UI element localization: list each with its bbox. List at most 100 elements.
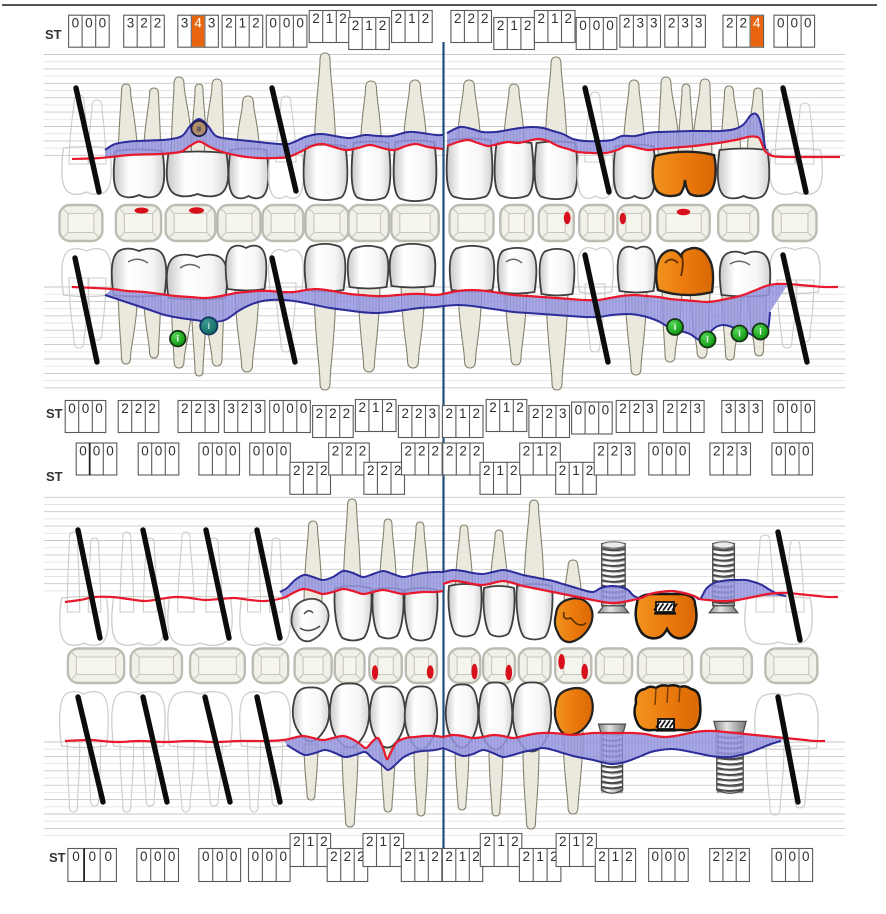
svg-text:2: 2 [611,444,619,459]
svg-text:2: 2 [586,834,594,849]
svg-text:2: 2 [181,401,189,416]
svg-text:3: 3 [208,16,216,31]
svg-text:3: 3 [694,401,702,416]
svg-text:3: 3 [227,401,235,416]
svg-text:2: 2 [252,16,260,31]
svg-text:0: 0 [296,16,304,31]
svg-text:0: 0 [141,444,149,459]
svg-text:2: 2 [726,444,734,459]
svg-text:3: 3 [752,401,760,416]
svg-text:2: 2 [359,444,367,459]
svg-text:0: 0 [202,444,210,459]
svg-text:2: 2 [385,400,393,415]
svg-text:0: 0 [266,849,274,864]
svg-text:0: 0 [665,849,673,864]
svg-text:2: 2 [343,406,351,421]
svg-text:2: 2 [598,849,606,864]
svg-text:0: 0 [791,401,799,416]
svg-text:2: 2 [345,444,353,459]
svg-text:3: 3 [646,401,654,416]
svg-text:0: 0 [230,849,238,864]
svg-text:1: 1 [497,834,505,849]
svg-text:0: 0 [155,444,163,459]
svg-text:2: 2 [329,406,337,421]
svg-text:0: 0 [106,444,114,459]
svg-text:i: i [706,335,709,345]
svg-text:2: 2 [393,834,401,849]
svg-text:3: 3 [681,16,689,31]
svg-text:ST: ST [45,27,62,42]
svg-text:0: 0 [280,444,288,459]
svg-text:3: 3 [725,401,733,416]
svg-text:0: 0 [229,444,237,459]
svg-text:2: 2 [713,444,721,459]
svg-text:i: i [674,322,677,332]
svg-text:3: 3 [208,401,216,416]
svg-text:2: 2 [523,444,531,459]
svg-text:1: 1 [503,400,511,415]
svg-text:2: 2 [395,11,403,26]
svg-text:2: 2 [467,11,475,26]
svg-text:0: 0 [72,16,80,31]
svg-text:0: 0 [606,18,614,33]
svg-text:2: 2 [489,400,497,415]
svg-text:2: 2 [537,11,545,26]
svg-text:2: 2 [366,834,374,849]
svg-text:0: 0 [777,401,785,416]
svg-text:2: 2 [394,463,402,478]
svg-text:0: 0 [679,444,687,459]
svg-text:3: 3 [650,16,658,31]
svg-text:3: 3 [636,16,644,31]
svg-text:2: 2 [559,463,567,478]
svg-text:II: II [197,127,201,134]
svg-text:3: 3 [740,444,748,459]
svg-text:i: i [208,321,211,331]
svg-text:0: 0 [140,849,148,864]
svg-text:1: 1 [497,463,505,478]
svg-text:2: 2 [320,463,328,478]
svg-text:0: 0 [651,849,659,864]
svg-text:ST: ST [46,469,63,484]
svg-text:2: 2 [312,11,320,26]
svg-text:2: 2 [633,401,641,416]
svg-text:2: 2 [545,406,553,421]
svg-text:2: 2 [472,849,480,864]
svg-text:2: 2 [619,401,627,416]
svg-text:i: i [759,327,762,337]
svg-text:2: 2 [415,406,423,421]
svg-text:0: 0 [168,849,176,864]
svg-text:2: 2 [454,11,462,26]
svg-text:0: 0 [215,444,223,459]
svg-text:ST: ST [49,850,66,865]
svg-text:2: 2 [445,849,453,864]
svg-text:0: 0 [269,16,277,31]
svg-text:2: 2 [320,834,328,849]
svg-text:0: 0 [804,16,812,31]
svg-text:0: 0 [575,403,583,418]
svg-text:2: 2 [481,11,489,26]
svg-text:0: 0 [85,16,93,31]
svg-text:2: 2 [740,16,748,31]
svg-text:2: 2 [225,16,233,31]
svg-text:0: 0 [593,18,601,33]
svg-text:3: 3 [624,444,632,459]
svg-text:2: 2 [241,401,249,416]
svg-text:2: 2 [623,16,631,31]
svg-text:2: 2 [625,849,633,864]
svg-text:2: 2 [472,406,480,421]
svg-text:2: 2 [422,11,430,26]
svg-text:0: 0 [72,849,80,864]
svg-text:2: 2 [668,16,676,31]
svg-text:1: 1 [551,11,559,26]
svg-text:2: 2 [121,401,129,416]
svg-text:2: 2 [154,16,162,31]
svg-text:2: 2 [306,463,314,478]
svg-text:2: 2 [559,834,567,849]
svg-text:0: 0 [678,849,686,864]
svg-text:2: 2 [344,849,352,864]
svg-text:1: 1 [572,463,580,478]
svg-text:2: 2 [330,849,338,864]
svg-text:ST: ST [46,406,63,421]
svg-text:0: 0 [602,403,610,418]
svg-text:2: 2 [140,16,148,31]
